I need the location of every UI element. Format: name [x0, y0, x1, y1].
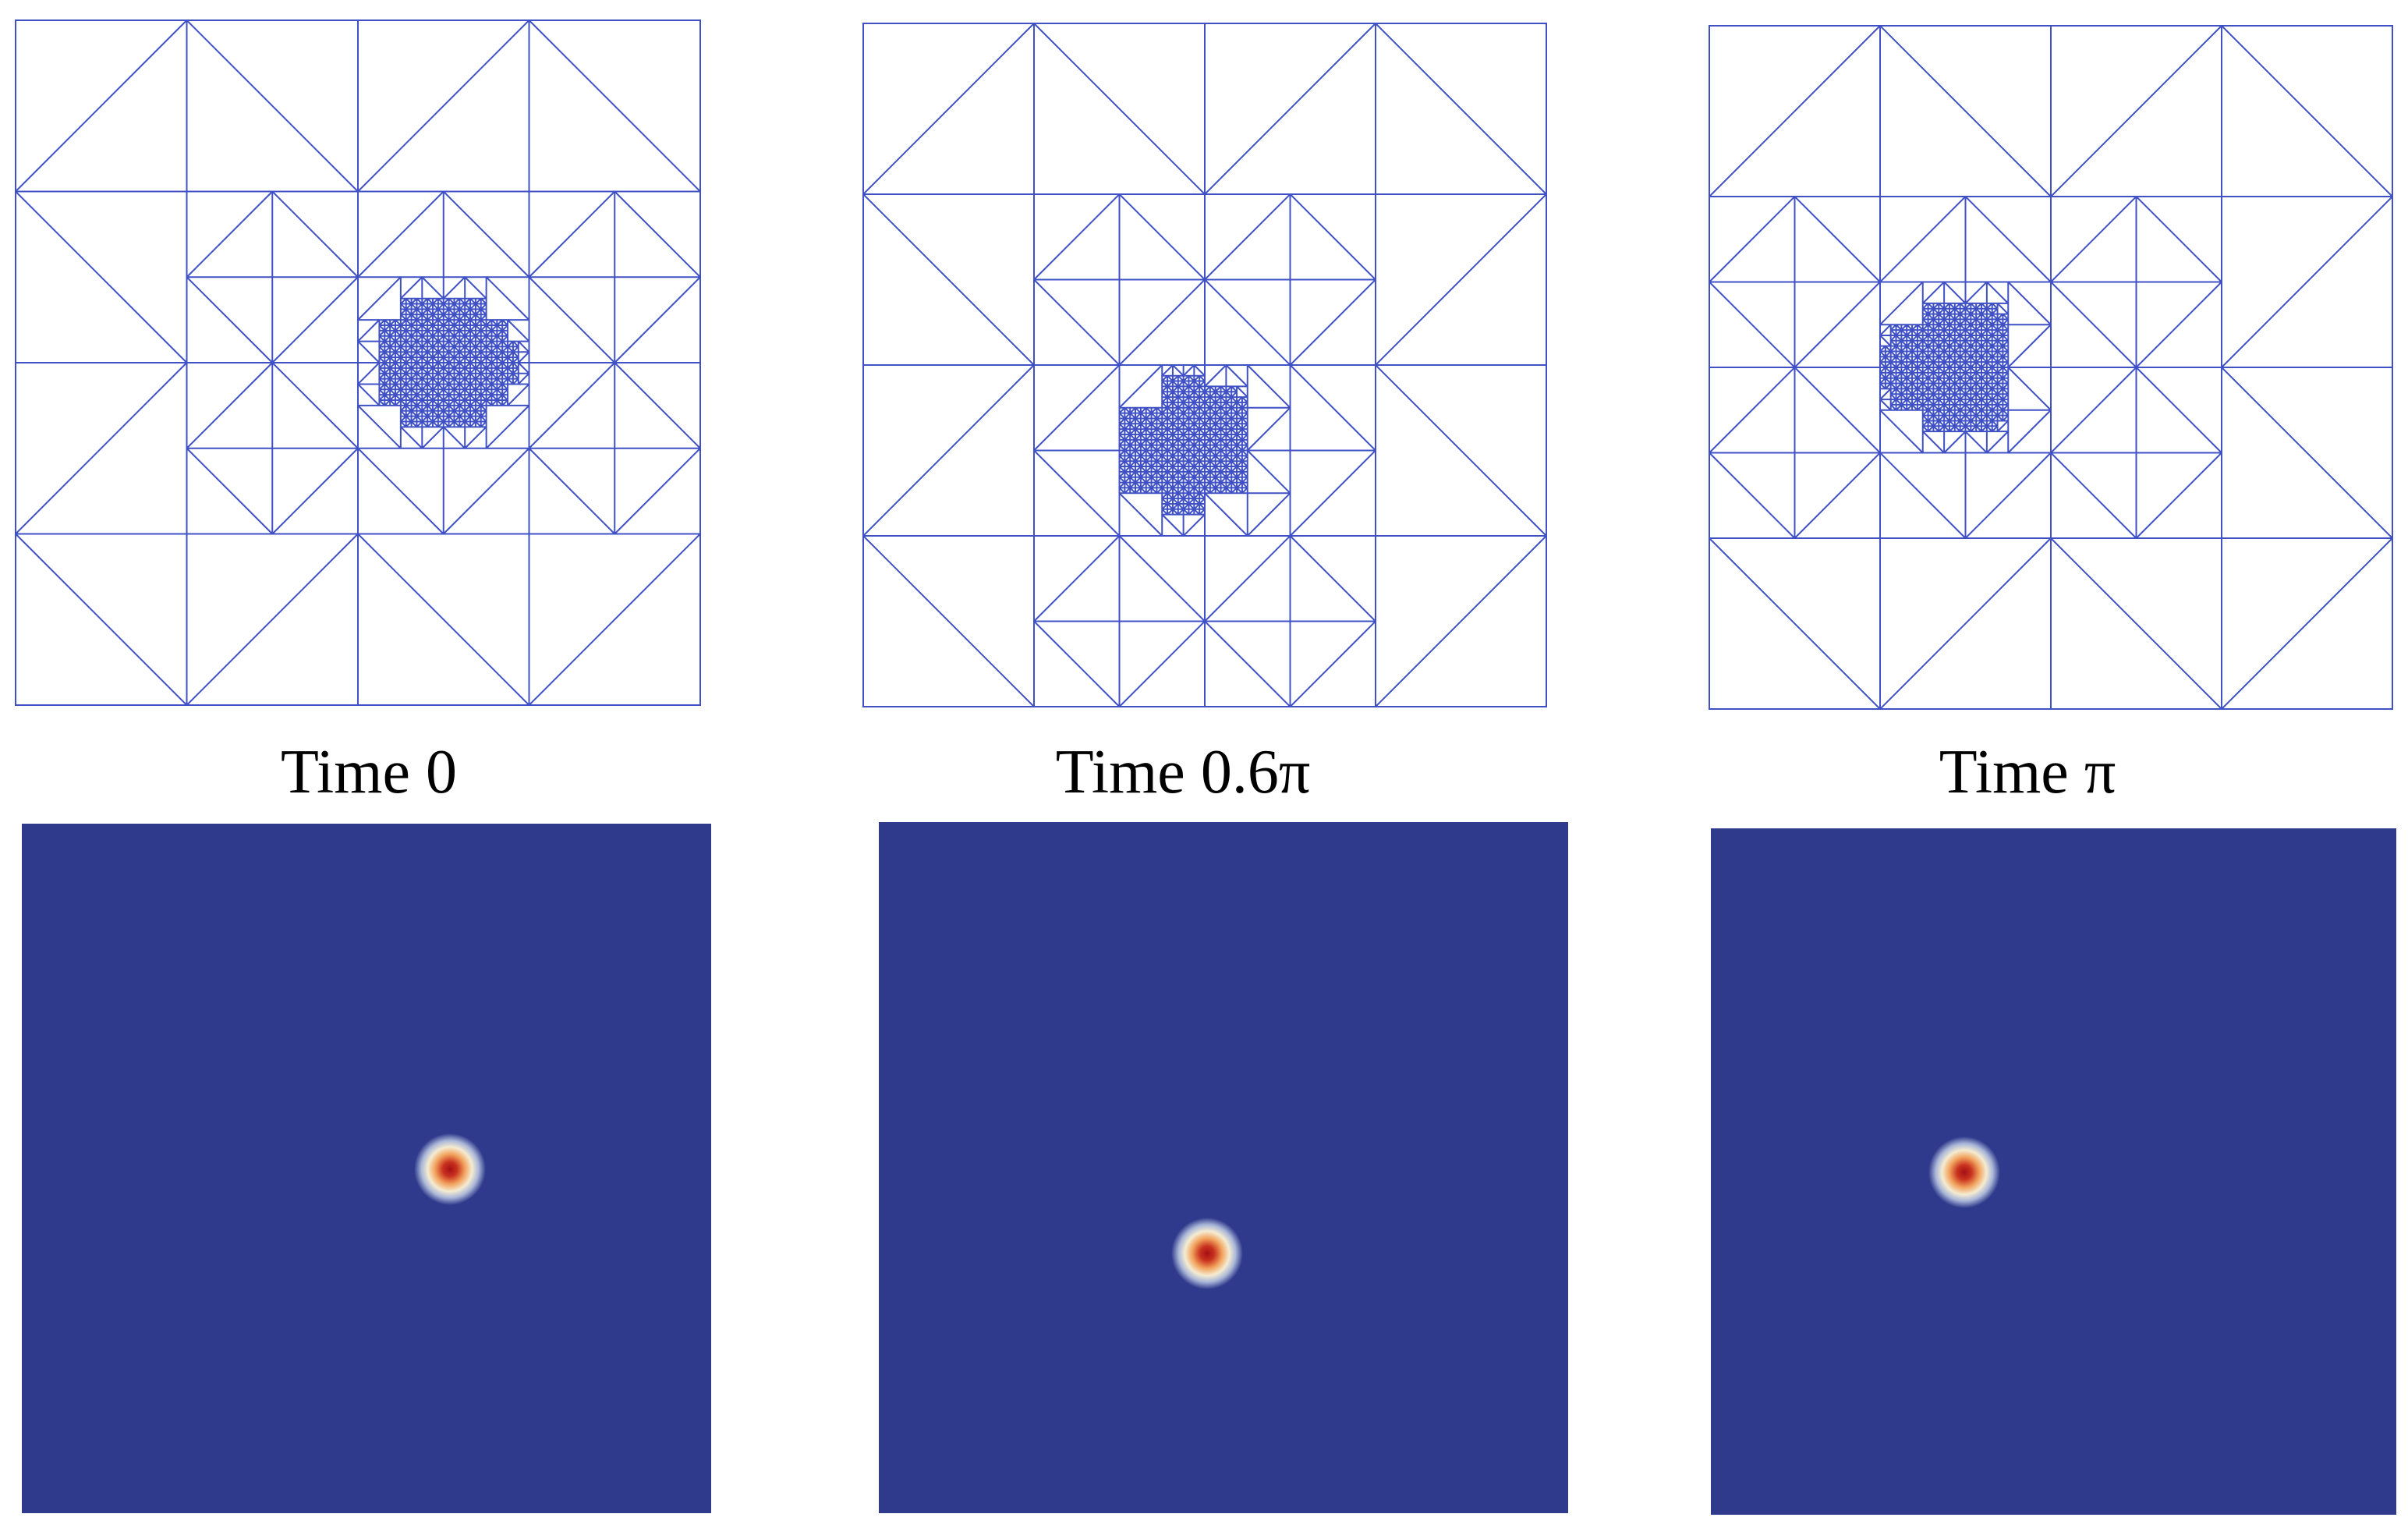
panel-label: Time 0.6π: [1056, 738, 1310, 807]
field-plot: [22, 824, 711, 1513]
field-plot: [1711, 828, 2396, 1515]
mesh: [15, 19, 701, 706]
pulse: [1928, 1136, 2000, 1208]
meshes: [15, 19, 2393, 710]
panel-label: Time 0: [281, 738, 457, 807]
mesh: [1709, 25, 2393, 710]
mesh: [862, 23, 1547, 707]
pulse: [414, 1133, 486, 1205]
field-plot: [879, 822, 1568, 1513]
panel-label: Time π: [1939, 738, 2116, 807]
pulse: [1171, 1218, 1243, 1289]
